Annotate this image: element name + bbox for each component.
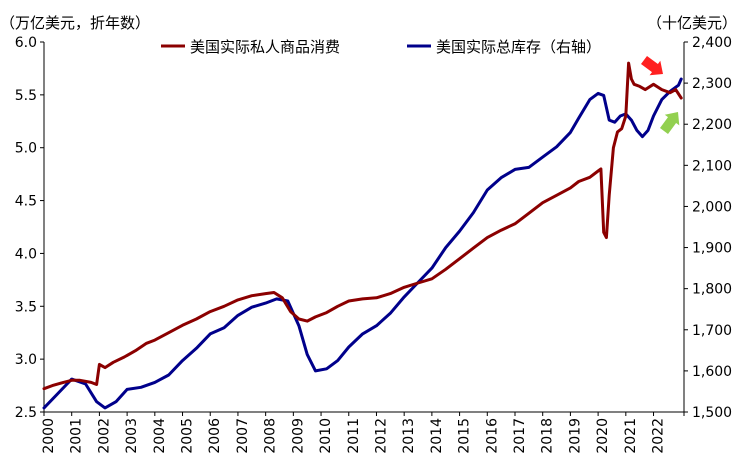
left-y-tick-label: 5.5 bbox=[15, 88, 37, 104]
down-arrow-icon bbox=[641, 56, 663, 76]
left-y-tick-label: 5.0 bbox=[15, 141, 37, 157]
series-line-inventories bbox=[42, 77, 683, 410]
x-tick-label: 2006 bbox=[207, 418, 223, 454]
left-y-tick-label: 4.5 bbox=[15, 194, 37, 210]
right-y-tick-label: 2,100 bbox=[692, 158, 732, 174]
left-y-tick-label: 3.0 bbox=[15, 352, 37, 368]
x-tick-label: 2010 bbox=[318, 418, 334, 454]
right-y-tick-label: 1,700 bbox=[692, 323, 732, 339]
x-tick-label: 2009 bbox=[290, 418, 306, 454]
legend: 美国实际私人商品消费 美国实际总库存（右轴） bbox=[161, 38, 601, 56]
right-y-tick-label: 1,500 bbox=[692, 405, 732, 421]
x-tick-label: 2016 bbox=[484, 418, 500, 454]
left-axis-title: （万亿美元，折年数） bbox=[0, 14, 150, 32]
x-tick-label: 2004 bbox=[152, 418, 168, 454]
x-tick-label: 2003 bbox=[124, 418, 140, 454]
x-tick-label: 2007 bbox=[235, 418, 251, 454]
right-y-tick-label: 2,200 bbox=[692, 117, 732, 133]
right-y-tick-label: 1,800 bbox=[692, 282, 732, 298]
x-tick-label: 2013 bbox=[401, 418, 417, 454]
left-y-tick-label: 6.0 bbox=[15, 35, 37, 51]
left-y-axis: 2.5 3.0 3.5 4.0 4.5 5.0 5.5 6.0 bbox=[15, 35, 45, 421]
x-tick-label: 2020 bbox=[595, 418, 611, 454]
series-lines bbox=[42, 61, 683, 410]
x-tick-label: 2021 bbox=[623, 418, 639, 454]
series-line-consumption bbox=[42, 61, 683, 391]
x-tick-label: 2012 bbox=[373, 418, 389, 454]
right-y-tick-label: 1,600 bbox=[692, 364, 732, 380]
annotation-arrows bbox=[641, 56, 680, 134]
x-tick-label: 2015 bbox=[457, 418, 473, 454]
right-y-tick-label: 2,000 bbox=[692, 199, 732, 215]
x-tick-label: 2000 bbox=[41, 418, 57, 454]
x-tick-label: 2008 bbox=[263, 418, 279, 454]
x-tick-label: 2005 bbox=[180, 418, 196, 454]
x-tick-label: 2017 bbox=[512, 418, 528, 454]
x-tick-label: 2002 bbox=[96, 418, 112, 454]
legend-label-consumption: 美国实际私人商品消费 bbox=[190, 38, 340, 56]
x-tick-label: 2001 bbox=[69, 418, 85, 454]
right-axis-title: （十亿美元） bbox=[647, 14, 737, 32]
right-y-tick-label: 2,400 bbox=[692, 35, 732, 51]
up-arrow-icon bbox=[660, 112, 680, 134]
left-y-tick-label: 2.5 bbox=[15, 405, 37, 421]
x-axis: 2000 2001 2002 2003 2004 2005 2006 2007 2008 2009… bbox=[41, 411, 685, 454]
x-tick-label: 2019 bbox=[567, 418, 583, 454]
right-y-axis: 1,500 1,600 1,700 1,800 1,900 2,000 2,100 2,200… bbox=[683, 35, 732, 421]
right-y-tick-label: 2,300 bbox=[692, 76, 732, 92]
right-y-tick-label: 1,900 bbox=[692, 241, 732, 257]
legend-label-inventories: 美国实际总库存（右轴） bbox=[436, 38, 601, 56]
x-tick-label: 2022 bbox=[651, 418, 667, 454]
left-y-tick-label: 3.5 bbox=[15, 299, 37, 315]
x-tick-label: 2018 bbox=[540, 418, 556, 454]
x-tick-label: 2011 bbox=[346, 418, 362, 454]
x-tick-label: 2014 bbox=[429, 418, 445, 454]
left-y-tick-label: 4.0 bbox=[15, 246, 37, 262]
